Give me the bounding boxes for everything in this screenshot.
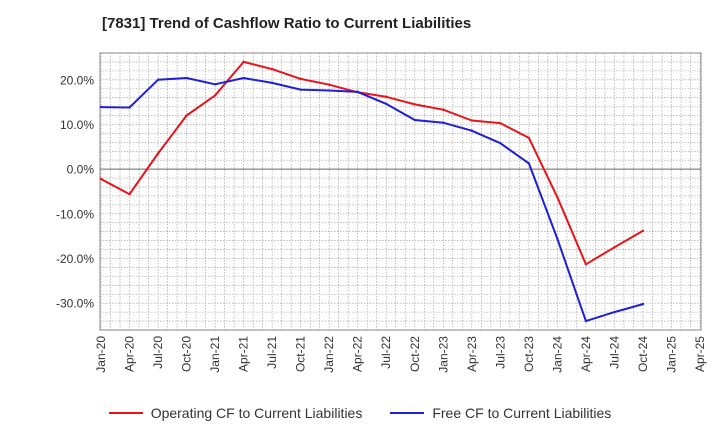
x-tick-label: Apr-25 [693,336,707,372]
data-point [442,108,445,111]
data-point [99,105,103,109]
data-point [299,88,302,91]
legend-swatch-operating-cf [108,412,143,414]
x-tick-label: Oct-21 [294,336,308,372]
data-point [213,83,217,86]
data-point [442,121,445,124]
data-point [156,152,160,155]
x-tick-label: Oct-22 [408,336,422,372]
x-tick-label: Jul-23 [493,336,507,369]
x-tick-label: Apr-22 [351,336,365,372]
plot-border [99,52,702,331]
series-line-operating-cf [100,60,644,266]
series [99,60,645,323]
x-tick-label: Jan-22 [322,336,336,373]
data-point [327,83,331,86]
data-point [385,95,388,98]
data-point [185,76,188,80]
x-tick-label: Apr-23 [465,336,479,372]
x-tick-label: Apr-20 [123,336,137,372]
legend-label-free-cf: Free CF to Current Liabilities [432,405,612,421]
x-tick-label: Jul-20 [151,336,165,369]
legend-item-free-cf: Free CF to Current Liabilities [390,405,611,421]
data-point [385,102,388,106]
data-point [213,94,217,97]
x-tick-label: Jan-25 [664,336,678,373]
data-point [470,129,474,132]
data-point [413,103,416,106]
chart-title: [7831] Trend of Cashflow Ratio to Curren… [102,15,472,32]
y-tick-label: 20.0% [60,73,94,87]
data-point [613,246,616,249]
x-tick-label: Apr-24 [579,336,593,372]
data-point [99,177,103,181]
data-point [299,77,302,81]
series-line-free-cf [100,77,644,323]
x-tick-label: Jul-24 [607,336,621,369]
y-tick-label: -10.0% [56,207,94,221]
data-point [584,263,588,266]
legend-swatch-free-cf [390,412,425,414]
x-tick-label: Oct-23 [522,336,536,372]
data-point [641,229,645,233]
data-point [356,90,359,94]
data-point [128,106,131,109]
x-tick-label: Jan-20 [94,336,108,373]
legend-label-operating-cf: Operating CF to Current Liabilities [150,405,363,421]
x-tick-label: Oct-24 [636,336,650,372]
data-point [185,114,188,117]
data-point [527,162,531,165]
data-point [556,196,559,199]
data-point [270,67,274,71]
x-tick-label: Jul-21 [265,336,279,369]
y-tick-label: -20.0% [56,252,94,266]
y-tick-label: 10.0% [60,118,94,132]
data-point [156,78,160,82]
data-point [641,302,645,306]
x-tick-label: Jan-21 [208,336,222,373]
data-point [556,237,559,241]
data-point [527,136,531,140]
data-point [270,81,274,85]
x-tick-label: Jan-24 [550,336,564,373]
data-point [470,119,474,122]
legend: Operating CF to Current Liabilities Free… [0,405,720,421]
plot-area [100,53,701,330]
legend-item-operating-cf: Operating CF to Current Liabilities [108,405,363,421]
x-tick-label: Jan-23 [436,336,450,373]
data-point [327,89,331,92]
data-point [128,192,131,196]
y-tick-label: 0.0% [67,163,95,177]
data-point [242,60,245,64]
data-point [499,142,502,145]
axes: 20.0% 10.0% 0.0% -10.0% -20.0% -30.0% Jan-20 Ap… [56,52,707,373]
x-tick-label: Apr-21 [237,336,251,372]
data-point [499,121,502,125]
x-tick-label: Jul-22 [379,336,393,369]
data-point [242,76,245,80]
data-point [413,118,416,122]
data-point [613,310,616,314]
grid [100,52,701,331]
y-tick-label: -30.0% [56,297,94,311]
data-point [584,319,588,323]
x-tick-label: Oct-20 [180,336,194,372]
